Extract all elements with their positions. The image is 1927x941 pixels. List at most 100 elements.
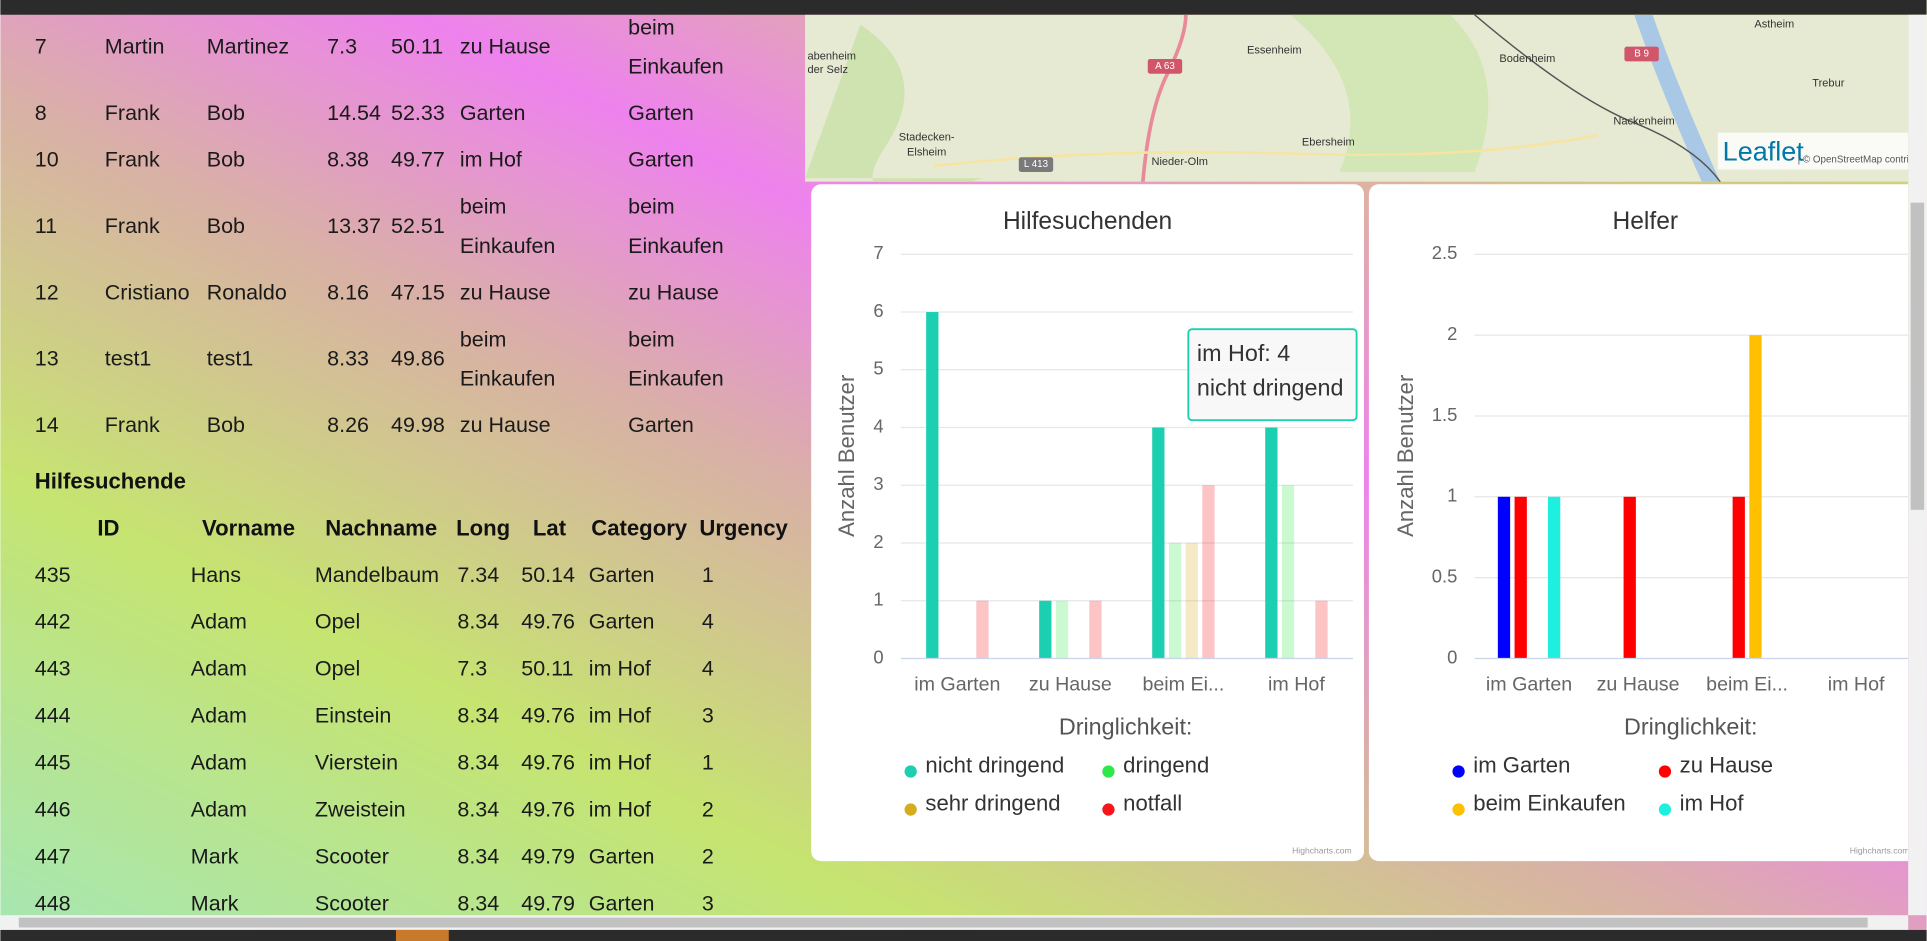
legend-label[interactable]: im Garten: [1473, 752, 1570, 777]
table-cell: Adam: [191, 751, 247, 775]
legend-title: Dringlichkeit:: [1624, 714, 1758, 740]
chart-title: Helfer: [1613, 208, 1678, 235]
table-cell: 4: [702, 657, 714, 681]
legend-title: Dringlichkeit:: [1059, 714, 1193, 740]
map-place: Nackenheim: [1613, 116, 1674, 128]
table-cell: 8.34: [457, 844, 499, 868]
y-tick-label: 2: [873, 531, 883, 552]
bar[interactable]: [976, 600, 989, 659]
bar[interactable]: [1152, 427, 1165, 659]
y-axis-title: Anzahl Benutzer: [834, 375, 859, 537]
table-cell: Garten: [628, 413, 694, 437]
legend-marker[interactable]: [1452, 765, 1465, 778]
table-cell: 2: [702, 844, 714, 868]
bar[interactable]: [1732, 496, 1745, 659]
table-cell: Ronaldo: [207, 280, 287, 304]
legend-label[interactable]: dringend: [1123, 752, 1209, 777]
table-cell: Garten: [460, 101, 526, 125]
bar[interactable]: [1623, 496, 1636, 659]
table-cell: Frank: [105, 214, 160, 238]
y-axis-title: Anzahl Benutzer: [1393, 375, 1418, 537]
credits[interactable]: Highcharts.com: [1292, 846, 1352, 856]
legend-marker[interactable]: [904, 765, 917, 778]
table-cell: 14: [35, 413, 59, 437]
scrollbar-thumb[interactable]: [18, 917, 1868, 928]
chart-title: Hilfesuchenden: [1003, 208, 1172, 235]
bar[interactable]: [1281, 485, 1295, 659]
y-tick-label: 1: [873, 589, 883, 610]
x-tick-label: beim Ei...: [1142, 674, 1224, 696]
column-header: Urgency: [699, 515, 788, 540]
x-tick-label: im Hof: [1828, 674, 1885, 696]
table-cell: Garten: [589, 844, 655, 868]
bar[interactable]: [1185, 542, 1198, 659]
map-place: Bodenheim: [1499, 53, 1555, 65]
table-cell: beim Einkaufen: [460, 194, 556, 257]
legend-marker[interactable]: [1102, 803, 1115, 816]
legend-marker[interactable]: [1658, 803, 1672, 816]
x-tick-label: beim Ei...: [1706, 674, 1788, 696]
table-cell: 3: [702, 704, 714, 728]
table-cell: 49.86: [391, 347, 445, 371]
bar[interactable]: [1202, 485, 1215, 659]
bar[interactable]: [1265, 427, 1278, 659]
map[interactable]: Essenheim Bodenheim Astheim Trebur Nackenhei…: [805, 14, 1920, 194]
table-cell: 50.11: [391, 35, 443, 59]
table-cell: beim Einkaufen: [628, 15, 724, 78]
map-place: Nieder-Olm: [1151, 156, 1207, 168]
legend-marker[interactable]: [904, 803, 917, 816]
scrollbar-thumb[interactable]: [1910, 202, 1925, 510]
table-cell: Bob: [207, 413, 245, 437]
column-header: ID: [97, 515, 119, 540]
map-place: Trebur: [1812, 77, 1844, 89]
table-cell: Opel: [315, 610, 360, 634]
table-cell: 47.15: [391, 280, 445, 304]
table-cell: Adam: [191, 704, 247, 728]
legend-label[interactable]: notfall: [1123, 790, 1182, 815]
legend-label[interactable]: im Hof: [1680, 790, 1745, 815]
bar[interactable]: [1749, 335, 1762, 659]
legend-marker[interactable]: [1452, 803, 1465, 816]
table-cell: Mandelbaum: [315, 563, 439, 587]
y-tick-label: 0.5: [1432, 565, 1458, 586]
bar[interactable]: [1547, 496, 1561, 659]
road-shield: [1018, 157, 1054, 172]
bar[interactable]: [1168, 542, 1182, 659]
map-attribution-box: [1717, 132, 1909, 170]
table-cell: 52.51: [391, 214, 445, 238]
table-cell: 8.26: [327, 413, 369, 437]
y-tick-label: 2: [1447, 323, 1457, 344]
legend-label[interactable]: zu Hause: [1680, 752, 1773, 777]
bar[interactable]: [1089, 600, 1102, 659]
road-shield: [1147, 58, 1183, 74]
bar[interactable]: [1514, 496, 1527, 659]
tooltip-line: nicht dringend: [1197, 375, 1344, 401]
bar[interactable]: [926, 312, 939, 659]
table-cell: 52.33: [391, 101, 445, 125]
credits[interactable]: Highcharts.com: [1850, 846, 1910, 856]
bar[interactable]: [1315, 600, 1328, 659]
table-cell: Garten: [628, 101, 694, 125]
legend-label[interactable]: nicht dringend: [925, 752, 1064, 777]
legend-label[interactable]: beim Einkaufen: [1473, 790, 1625, 815]
table-cell: beim Einkaufen: [628, 194, 724, 257]
table-cell: 11: [35, 214, 57, 238]
map-place: abenheim: [807, 50, 856, 62]
bar[interactable]: [1055, 600, 1069, 659]
map-place: Elsheim: [907, 146, 946, 158]
legend-label[interactable]: sehr dringend: [925, 790, 1060, 815]
map-attribution[interactable]: Leaflet: [1723, 137, 1805, 167]
legend-marker[interactable]: [1102, 765, 1115, 778]
legend-marker[interactable]: [1658, 765, 1672, 778]
taskbar-item[interactable]: [395, 929, 449, 941]
column-header: Category: [591, 515, 688, 540]
bar[interactable]: [1497, 496, 1511, 659]
table-cell: 49.79: [521, 844, 575, 868]
table-cell: 1: [702, 563, 714, 587]
table-cell: 8.38: [327, 148, 369, 172]
x-tick-label: im Hof: [1268, 674, 1325, 696]
bar[interactable]: [1039, 600, 1052, 659]
table-cell: 8: [35, 101, 47, 125]
chart-panel: [1368, 184, 1909, 862]
